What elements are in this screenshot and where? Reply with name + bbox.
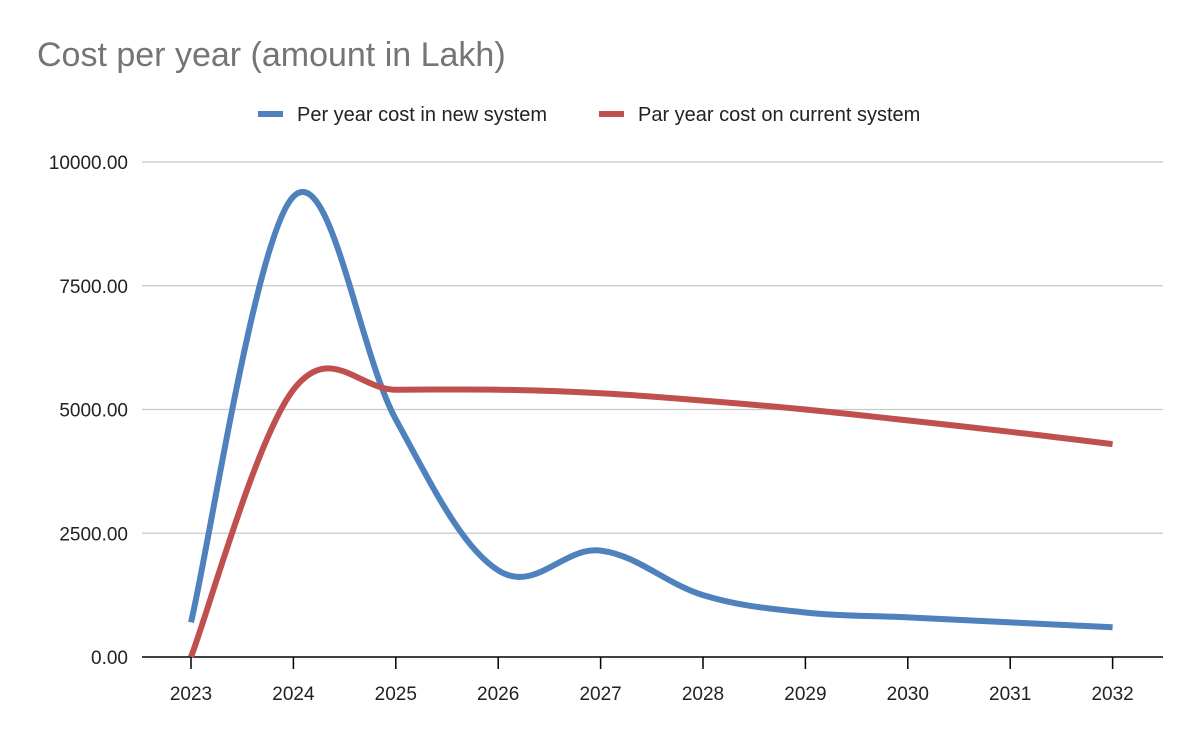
series-line-2 bbox=[188, 365, 1113, 659]
series-line-1 bbox=[188, 189, 1113, 631]
y-tick-label: 10000.00 bbox=[49, 153, 128, 174]
legend-label-2: Par year cost on current system bbox=[638, 104, 920, 126]
x-tick-label: 2031 bbox=[989, 684, 1031, 705]
y-tick-label: 0.00 bbox=[91, 648, 128, 669]
x-tick-label: 2024 bbox=[272, 684, 315, 705]
y-tick-label: 2500.00 bbox=[59, 524, 128, 545]
x-tick-label: 2028 bbox=[682, 684, 724, 705]
x-tick-label: 2032 bbox=[1091, 684, 1133, 705]
axes: 0.00 2500.00 5000.00 7500.00 10000.00 2023 202… bbox=[49, 153, 1163, 705]
x-tick-label: 2027 bbox=[579, 684, 621, 705]
x-tick-label: 2026 bbox=[477, 684, 519, 705]
x-tick-label: 2025 bbox=[375, 684, 417, 705]
y-tick-label: 7500.00 bbox=[59, 277, 128, 298]
legend: Per year cost in new system Par year cost… bbox=[258, 104, 920, 126]
x-tick-label: 2029 bbox=[784, 684, 826, 705]
chart-title: Cost per year (amount in Lakh) bbox=[37, 36, 506, 74]
legend-label-1: Per year cost in new system bbox=[297, 104, 547, 126]
series-lines bbox=[188, 189, 1113, 659]
gridlines bbox=[142, 161, 1163, 534]
y-tick-label: 5000.00 bbox=[59, 401, 128, 422]
x-tick-label: 2023 bbox=[170, 684, 212, 705]
x-tick-label: 2030 bbox=[887, 684, 929, 705]
